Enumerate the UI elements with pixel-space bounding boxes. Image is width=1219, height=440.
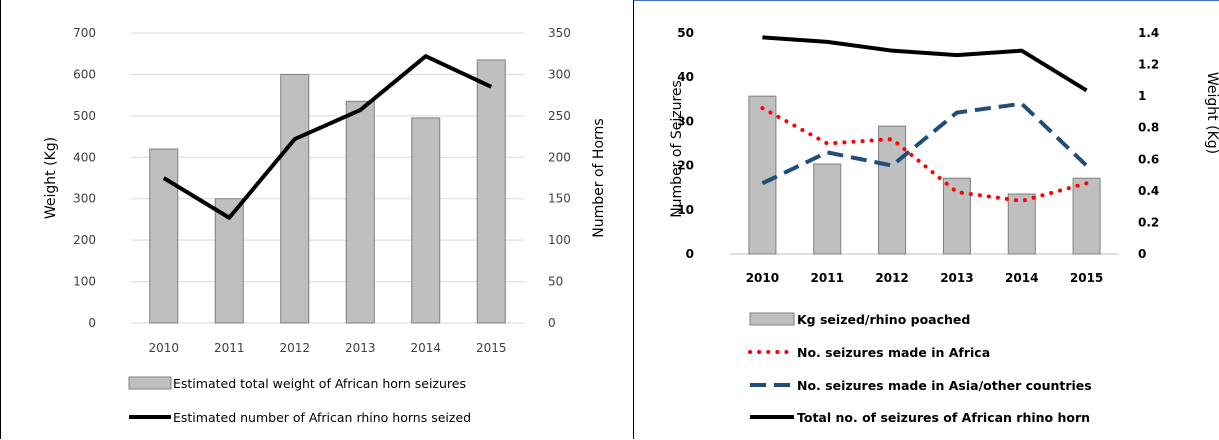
- series-line-asia: [761, 101, 1088, 186]
- y2-tick-label: 0.6: [1138, 152, 1159, 166]
- y-tick-label: 500: [73, 109, 96, 123]
- bar: [411, 117, 441, 324]
- y-tick-label: 40: [677, 70, 694, 84]
- legend-swatch-bar: [749, 312, 795, 326]
- x-tick-label: 2015: [476, 341, 507, 355]
- x-tick-label: 2015: [1070, 271, 1103, 285]
- y-tick-label: 0: [686, 247, 694, 261]
- x-tick-label: 2012: [875, 271, 908, 285]
- y-tick-label: 200: [73, 233, 96, 247]
- legend-label: No. seizures made in Africa: [797, 345, 990, 360]
- y2-tick-label: 250: [548, 109, 571, 123]
- bar: [1072, 177, 1101, 255]
- y2-tick-label: 0.2: [1138, 215, 1159, 229]
- bar: [813, 163, 842, 255]
- y-tick-label: 300: [73, 192, 96, 206]
- y-tick-label: 50: [677, 26, 694, 40]
- x-tick-label: 2010: [746, 271, 779, 285]
- bar: [1007, 193, 1036, 255]
- bar: [149, 148, 179, 324]
- y-axis-label: Weight (Kg): [43, 137, 59, 219]
- x-tick-label: 2011: [811, 271, 844, 285]
- x-tick-label: 2014: [410, 341, 441, 355]
- x-tick-label: 2013: [345, 341, 376, 355]
- y2-tick-label: 50: [548, 275, 563, 289]
- x-tick-label: 2012: [279, 341, 310, 355]
- series-line-total: [762, 35, 1088, 93]
- y2-axis-label: Weight (Kg): [1204, 72, 1219, 154]
- legend-swatch-bar: [128, 376, 172, 390]
- bar: [280, 73, 310, 324]
- series-line-africa: [760, 106, 1089, 203]
- bar: [476, 59, 506, 324]
- series-line: [162, 54, 493, 220]
- y2-tick-label: 1: [1138, 89, 1146, 103]
- bar: [345, 100, 375, 324]
- y2-tick-label: 0.4: [1138, 184, 1159, 198]
- y-tick-label: 0: [88, 316, 96, 330]
- y-tick-label: 400: [73, 150, 96, 164]
- y2-tick-label: 300: [548, 67, 571, 81]
- y-axis-label: Number of Seizures: [669, 80, 685, 218]
- y-tick-label: 100: [73, 275, 96, 289]
- y2-tick-label: 150: [548, 192, 571, 206]
- y2-tick-label: 0: [548, 316, 556, 330]
- x-tick-label: 2010: [148, 341, 179, 355]
- y2-tick-label: 1.4: [1138, 26, 1159, 40]
- right-chart-panel: 50 40 30 20 10 0 1.4 1.2 1 0.8 0.6 0.4 0.2 0 2010 2011 2…: [634, 0, 1219, 439]
- bar: [878, 125, 907, 255]
- y-tick-label: 10: [677, 203, 694, 217]
- y-tick-label: 700: [73, 26, 96, 40]
- y2-tick-label: 200: [548, 150, 571, 164]
- x-tick-label: 2014: [1005, 271, 1038, 285]
- bar: [748, 95, 777, 255]
- y2-tick-label: 350: [548, 26, 571, 40]
- y2-tick-label: 1.2: [1138, 58, 1159, 72]
- legend-label: Estimated total weight of African horn s…: [173, 376, 466, 391]
- y2-tick-label: 0: [1138, 247, 1146, 261]
- legend-label: No. seizures made in Asia/other countrie…: [797, 378, 1092, 393]
- x-tick-label: 2011: [214, 341, 245, 355]
- y-tick-label: 600: [73, 67, 96, 81]
- y-tick-label: 20: [677, 159, 694, 173]
- left-chart-panel: 700 600 500 400 300 200 100 0 350 300 250 200 150 100…: [0, 0, 634, 439]
- legend-label: Total no. of seizures of African rhino h…: [797, 410, 1090, 425]
- y2-tick-label: 0.8: [1138, 121, 1159, 135]
- legend-label: Kg seized/rhino poached: [797, 312, 970, 327]
- horn-weight-chart: 7006005004003002001000350300250200150100…: [43, 26, 607, 425]
- y2-tick-label: 100: [548, 233, 571, 247]
- y-tick-label: 30: [677, 114, 694, 128]
- bar: [942, 177, 971, 255]
- y2-axis-label: Number of Horns: [591, 118, 607, 237]
- legend-label: Estimated number of African rhino horns …: [173, 410, 471, 425]
- x-tick-label: 2013: [940, 271, 973, 285]
